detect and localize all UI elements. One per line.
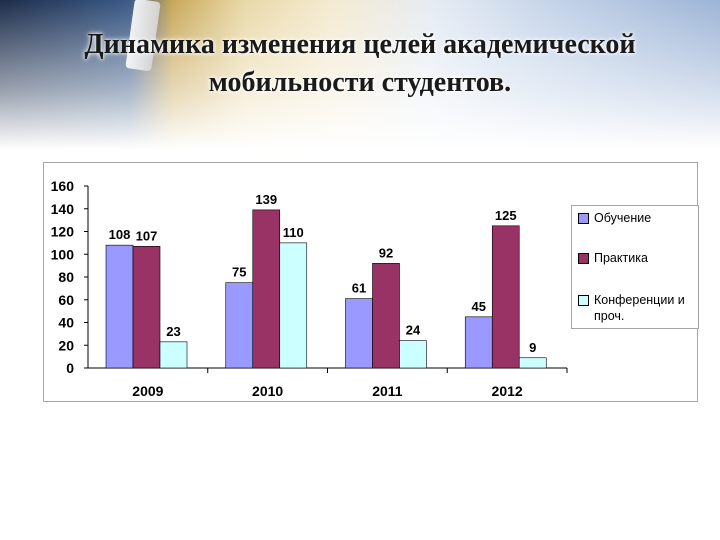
data-label: 24 [406, 323, 421, 338]
legend-label-praktika: Практика [594, 251, 648, 265]
x-tick-label: 2011 [372, 383, 403, 399]
data-label: 9 [529, 340, 536, 355]
bar-0-2 [345, 298, 373, 369]
legend-swatch-konferencii [578, 295, 589, 306]
legend-label-konferencii: Конференции и проч. [594, 293, 685, 323]
data-label: 45 [472, 299, 486, 314]
chart-legend: Обучение Практика Конференции и проч. [571, 205, 699, 329]
data-label: 23 [166, 324, 180, 339]
x-tick-label: 2010 [252, 383, 283, 399]
x-tick-label: 2009 [132, 383, 163, 399]
legend-item-konferencii: Конференции и проч. [578, 292, 700, 324]
bar-2-1 [279, 242, 308, 369]
legend-item-obuchenie: Обучение [578, 210, 700, 226]
legend-swatch-praktika [578, 253, 589, 264]
bar-2-0 [159, 341, 188, 369]
y-tick-label: 0 [66, 360, 74, 376]
data-label: 107 [136, 228, 158, 243]
data-label: 139 [255, 192, 277, 207]
legend-label-obuchenie: Обучение [594, 211, 652, 225]
y-tick-label: 120 [51, 224, 75, 240]
y-tick-label: 60 [58, 292, 74, 308]
y-tick-label: 160 [51, 178, 75, 194]
data-label: 125 [495, 208, 517, 223]
bar-1-0 [132, 245, 161, 369]
slide-title: Динамика изменения целей академической м… [20, 26, 700, 102]
data-label: 61 [352, 281, 366, 296]
y-tick-label: 40 [58, 315, 74, 331]
data-label: 108 [109, 227, 131, 242]
x-tick-label: 2012 [492, 383, 523, 399]
y-tick-label: 20 [58, 337, 74, 353]
data-label: 75 [232, 265, 246, 280]
data-label: 110 [283, 225, 304, 240]
bar-1-3 [491, 225, 520, 369]
bar-0-0 [105, 244, 134, 369]
legend-item-praktika: Практика [578, 250, 700, 266]
slide-title-line-1: Динамика изменения целей академической [84, 29, 636, 60]
y-tick-label: 140 [51, 201, 75, 217]
y-tick-label: 80 [58, 269, 74, 285]
bar-1-1 [252, 209, 281, 369]
bar-1-2 [372, 263, 400, 369]
slide-title-line-2: мобильности студентов. [208, 67, 512, 98]
bar-2-3 [518, 357, 547, 369]
header-decoration [0, 0, 720, 150]
bar-0-1 [225, 282, 254, 369]
bar-0-3 [464, 316, 493, 369]
data-label: 92 [379, 245, 393, 260]
legend-swatch-obuchenie [578, 213, 589, 224]
bar-2-2 [399, 340, 427, 369]
y-tick-label: 100 [51, 246, 75, 262]
